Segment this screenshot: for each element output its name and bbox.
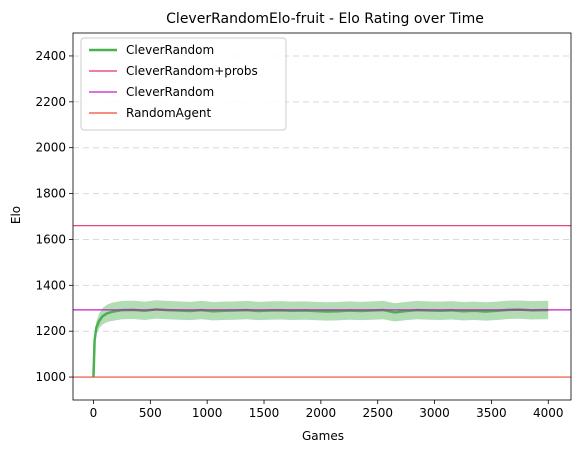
- legend-label-1: CleverRandom+probs: [126, 64, 258, 78]
- y-tick-label-6: 2200: [35, 95, 66, 109]
- x-tick-label-8: 4000: [533, 406, 564, 420]
- x-tick-label-2: 1000: [192, 406, 223, 420]
- plot-frame: [72, 32, 572, 401]
- x-tick-label-0: 0: [90, 406, 98, 420]
- x-tick-label-3: 1500: [249, 406, 280, 420]
- y-axis: 1000 1200 1400 1600 1800 2000 2200 2400: [35, 49, 73, 384]
- y-tick-label-7: 2400: [35, 49, 66, 63]
- x-tick-label-7: 3500: [476, 406, 507, 420]
- y-tick-label-4: 1800: [35, 187, 66, 201]
- x-tick-label-4: 2000: [306, 406, 337, 420]
- legend-box: [80, 37, 287, 131]
- series-band-0: [93, 300, 549, 378]
- chart-title: CleverRandomElo-fruit - Elo Rating over …: [166, 11, 484, 27]
- legend-label-2: CleverRandom: [126, 85, 214, 99]
- x-axis-label: Games: [302, 429, 344, 443]
- x-tick-label-1: 500: [139, 406, 162, 420]
- y-axis-label: Elo: [9, 206, 23, 224]
- y-tick-label-3: 1600: [35, 232, 66, 246]
- x-axis: 0 500 1000 1500 2000 2500 3000 3500 4000: [90, 400, 564, 420]
- y-tick-label-5: 2000: [35, 141, 66, 155]
- legend-label-3: RandomAgent: [126, 106, 211, 120]
- plot-area: [73, 225, 571, 378]
- x-tick-label-6: 3000: [419, 406, 450, 420]
- y-tick-label-0: 1000: [35, 370, 66, 384]
- x-tick-label-5: 2500: [362, 406, 393, 420]
- y-tick-label-1: 1200: [35, 324, 66, 338]
- y-tick-label-2: 1400: [35, 278, 66, 292]
- legend-label-0: CleverRandom: [126, 43, 214, 57]
- legend: CleverRandom CleverRandom+probs CleverRand…: [80, 37, 287, 131]
